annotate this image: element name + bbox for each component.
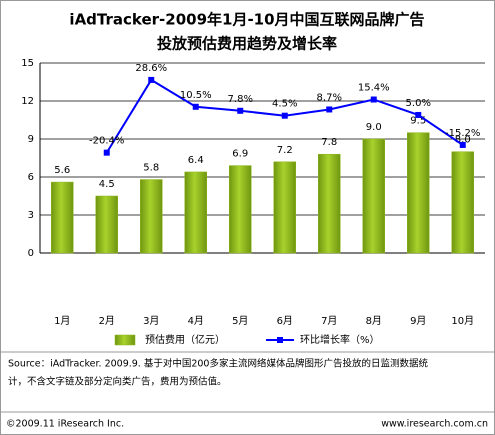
footer: ©2009.11 iResearch Inc. [6,419,124,430]
y-tick-label: 15 [21,58,34,69]
bar [273,161,296,254]
source: Source：iAdTracker. 2009.9. 基于对中国200多家主流网… [8,358,428,370]
value-label: 7.2 [277,145,293,156]
chart-title: 投放预估费用趋势及增长率 [157,35,337,53]
value-label: 4.5% [272,99,297,110]
line-marker [459,141,466,148]
bar [95,195,118,254]
y-tick-label: 12 [21,96,34,107]
legend-label: 预估费用（亿元） [145,333,225,346]
value-label: 5.0% [406,98,431,109]
legend-swatch [114,334,136,346]
x-tick-label: 6月 [277,315,293,327]
y-tick-label: 0 [28,248,34,259]
legend-swatch [277,337,283,343]
bar [229,165,252,254]
y-tick-label: 6 [28,172,34,183]
value-label: 9.5 [410,116,426,127]
bar [451,151,474,254]
bar [140,179,163,254]
value-label: 6.9 [232,149,248,160]
value-label: 6.4 [188,155,204,166]
bar [407,132,430,254]
value-label: -15.2% [445,128,480,139]
value-label: 10.5% [180,90,212,101]
bar [184,171,207,254]
value-label: 8.0 [455,135,471,146]
bar [51,181,74,254]
value-label: -20.4% [89,136,124,147]
chart-title: iAdTracker-2009年1月-10月中国互联网品牌广告 [69,11,424,29]
value-label: 5.8 [143,163,159,174]
bar [362,138,385,254]
x-tick-label: 9月 [410,315,426,327]
value-label: 7.8 [321,137,337,148]
footer: www.iresearch.com.cn [381,419,488,430]
x-tick-label: 8月 [366,315,382,327]
line-marker [148,76,155,83]
x-tick-label: 10月 [451,315,474,327]
y-tick-label: 3 [28,210,34,221]
line-marker [415,111,422,118]
value-label: 4.5 [99,179,115,190]
x-tick-label: 3月 [143,315,159,327]
line-marker [237,107,244,114]
value-label: 5.6 [54,165,70,176]
legend-label: 环比增长率（%） [300,333,380,346]
line-marker [103,149,110,156]
x-tick-label: 7月 [321,315,337,327]
x-tick-label: 2月 [99,315,115,327]
value-label: 28.6% [135,63,167,74]
x-tick-label: 1月 [54,315,70,327]
bar [318,153,341,254]
line-marker [192,103,199,110]
value-label: 8.7% [317,92,342,103]
value-label: 9.0 [366,122,382,133]
x-tick-label: 5月 [232,315,248,327]
y-tick-label: 9 [28,134,34,145]
source: 计，不含文字链及部分定向类广告，费用为预估值。 [8,376,227,388]
line-marker [370,96,377,103]
line-marker [281,112,288,119]
line-marker [326,106,333,113]
value-label: 15.4% [358,83,390,94]
x-tick-label: 4月 [188,315,204,327]
value-label: 7.8% [228,94,253,105]
